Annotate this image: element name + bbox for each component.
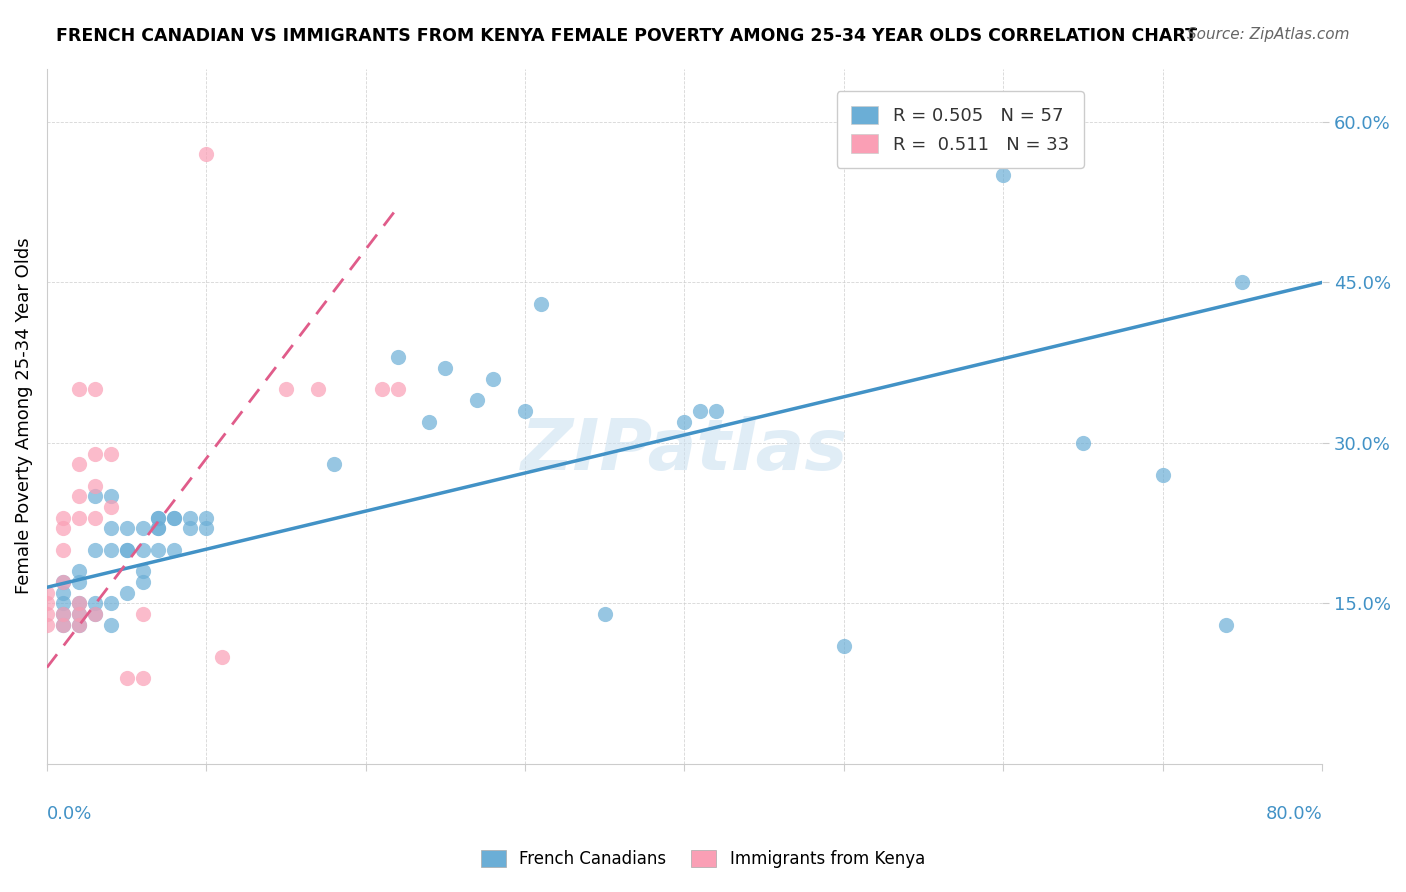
Text: 0.0%: 0.0% — [46, 805, 93, 823]
Point — [83, 479, 105, 493]
Point — [179, 510, 201, 524]
Point — [163, 510, 186, 524]
Point — [370, 383, 392, 397]
Point — [1232, 276, 1254, 290]
Point — [100, 447, 122, 461]
Point — [100, 596, 122, 610]
Point — [100, 617, 122, 632]
Point — [100, 542, 122, 557]
Point — [434, 361, 457, 376]
Point — [706, 404, 728, 418]
Point — [148, 521, 170, 535]
Point — [465, 393, 488, 408]
Point — [35, 617, 58, 632]
Point — [195, 510, 218, 524]
Point — [67, 458, 90, 472]
Text: 80.0%: 80.0% — [1265, 805, 1322, 823]
Point — [67, 607, 90, 621]
Text: Source: ZipAtlas.com: Source: ZipAtlas.com — [1187, 27, 1350, 42]
Point — [115, 671, 138, 685]
Point — [52, 510, 75, 524]
Point — [115, 542, 138, 557]
Point — [387, 351, 409, 365]
Point — [307, 383, 329, 397]
Point — [195, 521, 218, 535]
Point — [83, 510, 105, 524]
Point — [83, 607, 105, 621]
Point — [67, 607, 90, 621]
Point — [52, 596, 75, 610]
Point — [163, 510, 186, 524]
Point — [52, 521, 75, 535]
Point — [195, 147, 218, 161]
Point — [83, 447, 105, 461]
Point — [418, 415, 440, 429]
Point — [35, 585, 58, 599]
Point — [100, 521, 122, 535]
Point — [274, 383, 297, 397]
Point — [52, 574, 75, 589]
Point — [673, 415, 696, 429]
Point — [993, 169, 1015, 183]
Point — [131, 564, 153, 578]
Point — [148, 521, 170, 535]
Y-axis label: Female Poverty Among 25-34 Year Olds: Female Poverty Among 25-34 Year Olds — [15, 238, 32, 594]
Point — [67, 617, 90, 632]
Text: FRENCH CANADIAN VS IMMIGRANTS FROM KENYA FEMALE POVERTY AMONG 25-34 YEAR OLDS CO: FRENCH CANADIAN VS IMMIGRANTS FROM KENYA… — [56, 27, 1198, 45]
Point — [148, 510, 170, 524]
Point — [52, 542, 75, 557]
Point — [52, 574, 75, 589]
Point — [131, 607, 153, 621]
Point — [115, 585, 138, 599]
Point — [67, 574, 90, 589]
Point — [1152, 468, 1174, 483]
Point — [83, 383, 105, 397]
Point — [513, 404, 536, 418]
Point — [1071, 436, 1094, 450]
Point — [67, 596, 90, 610]
Point — [67, 489, 90, 503]
Point — [322, 458, 344, 472]
Point — [832, 639, 855, 653]
Point — [131, 574, 153, 589]
Point — [163, 542, 186, 557]
Point — [100, 500, 122, 514]
Point — [689, 404, 711, 418]
Point — [67, 596, 90, 610]
Point — [482, 372, 505, 386]
Point — [148, 510, 170, 524]
Point — [131, 542, 153, 557]
Point — [52, 585, 75, 599]
Point — [67, 564, 90, 578]
Point — [52, 607, 75, 621]
Point — [115, 542, 138, 557]
Point — [179, 521, 201, 535]
Legend: French Canadians, Immigrants from Kenya: French Canadians, Immigrants from Kenya — [474, 843, 932, 875]
Point — [83, 607, 105, 621]
Point — [593, 607, 616, 621]
Point — [52, 617, 75, 632]
Point — [83, 489, 105, 503]
Point — [52, 607, 75, 621]
Point — [67, 617, 90, 632]
Point — [131, 671, 153, 685]
Point — [115, 521, 138, 535]
Point — [35, 596, 58, 610]
Text: ZIPatlas: ZIPatlas — [520, 417, 848, 485]
Point — [35, 607, 58, 621]
Point — [52, 617, 75, 632]
Point — [211, 649, 233, 664]
Point — [148, 542, 170, 557]
Legend: R = 0.505   N = 57, R =  0.511   N = 33: R = 0.505 N = 57, R = 0.511 N = 33 — [837, 92, 1084, 168]
Point — [530, 297, 553, 311]
Point — [1215, 617, 1237, 632]
Point — [67, 383, 90, 397]
Point — [387, 383, 409, 397]
Point — [131, 521, 153, 535]
Point — [83, 596, 105, 610]
Point — [100, 489, 122, 503]
Point — [83, 542, 105, 557]
Point — [67, 510, 90, 524]
